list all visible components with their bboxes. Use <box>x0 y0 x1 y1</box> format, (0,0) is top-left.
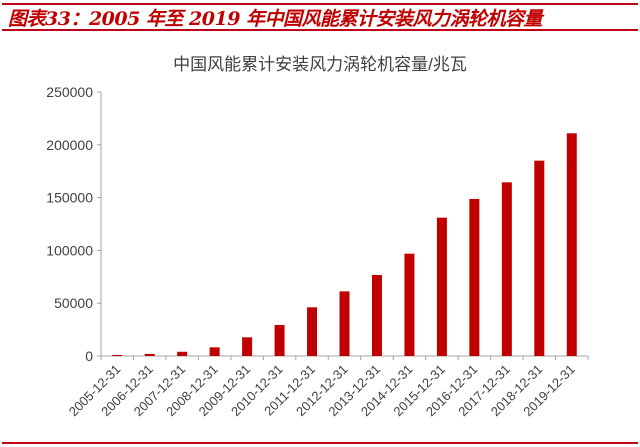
y-tick-label: 0 <box>85 348 93 364</box>
bar <box>469 198 480 356</box>
bar <box>501 182 512 356</box>
chart-title: 中国风能累计安装风力涡轮机容量/兆瓦 <box>173 55 467 74</box>
bar <box>177 351 188 356</box>
y-tick-label: 150000 <box>46 190 93 206</box>
y-tick-label: 250000 <box>46 84 93 100</box>
bar <box>371 275 382 356</box>
y-tick-label: 50000 <box>54 295 93 311</box>
bar <box>404 253 415 356</box>
bar <box>534 160 545 356</box>
bar <box>307 307 318 356</box>
top-rule <box>2 3 638 5</box>
bar <box>339 291 350 356</box>
bar <box>112 354 123 356</box>
bottom-rule <box>2 442 638 444</box>
bar <box>209 347 220 356</box>
y-tick-label: 100000 <box>46 242 93 258</box>
bar <box>566 133 577 356</box>
bar <box>242 337 253 356</box>
title-underline <box>2 29 638 31</box>
bar <box>144 353 155 356</box>
bar <box>436 217 447 356</box>
y-tick-label: 200000 <box>46 137 93 153</box>
figure-title: 图表33：2005 年至 2019 年中国风能累计安装风力涡轮机容量 <box>8 8 543 30</box>
bar <box>274 324 285 356</box>
